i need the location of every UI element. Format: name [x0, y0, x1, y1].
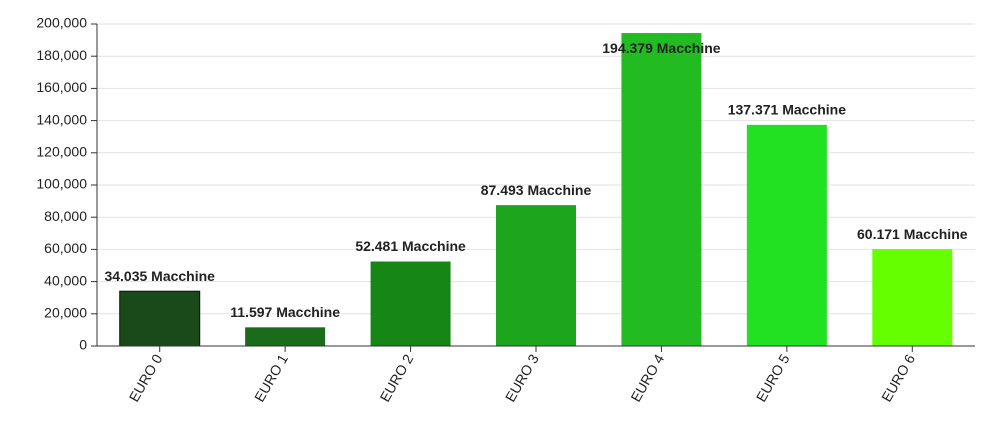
y-tick-label: 80,000 — [44, 208, 87, 224]
x-tick-label: EURO 6 — [878, 351, 918, 404]
y-tick-label: 0 — [79, 337, 87, 353]
y-tick-label: 40,000 — [44, 272, 87, 288]
bar — [496, 205, 576, 346]
y-tick-label: 160,000 — [36, 79, 87, 95]
y-tick-label: 20,000 — [44, 305, 87, 321]
bar — [621, 33, 702, 347]
y-tick-label: 180,000 — [36, 47, 87, 63]
value-label: 194.379 Macchine — [602, 40, 721, 56]
y-tick-label: 200,000 — [36, 15, 87, 31]
bar — [746, 124, 827, 346]
value-label: 60.171 Macchine — [857, 226, 968, 242]
y-tick-label: 60,000 — [44, 240, 87, 256]
x-tick-label: EURO 1 — [251, 351, 291, 404]
y-tick-label: 100,000 — [36, 176, 87, 192]
y-tick-label: 120,000 — [36, 144, 87, 160]
value-label: 11.597 Macchine — [230, 304, 340, 320]
x-tick-label: EURO 5 — [753, 351, 793, 404]
value-label: 137.371 Macchine — [728, 102, 847, 118]
bar — [245, 327, 326, 346]
x-tick-label: EURO 0 — [126, 351, 166, 404]
x-tick-label: EURO 4 — [627, 351, 667, 404]
value-label: 52.481 Macchine — [355, 238, 466, 254]
value-label: 87.493 Macchine — [481, 182, 592, 198]
bar — [872, 249, 953, 346]
bar — [119, 290, 201, 347]
value-label: 34.035 Macchine — [104, 268, 215, 284]
bar — [370, 261, 451, 346]
x-tick-label: EURO 3 — [502, 351, 542, 404]
x-tick-label: EURO 2 — [376, 351, 416, 404]
y-tick-label: 140,000 — [36, 111, 87, 127]
